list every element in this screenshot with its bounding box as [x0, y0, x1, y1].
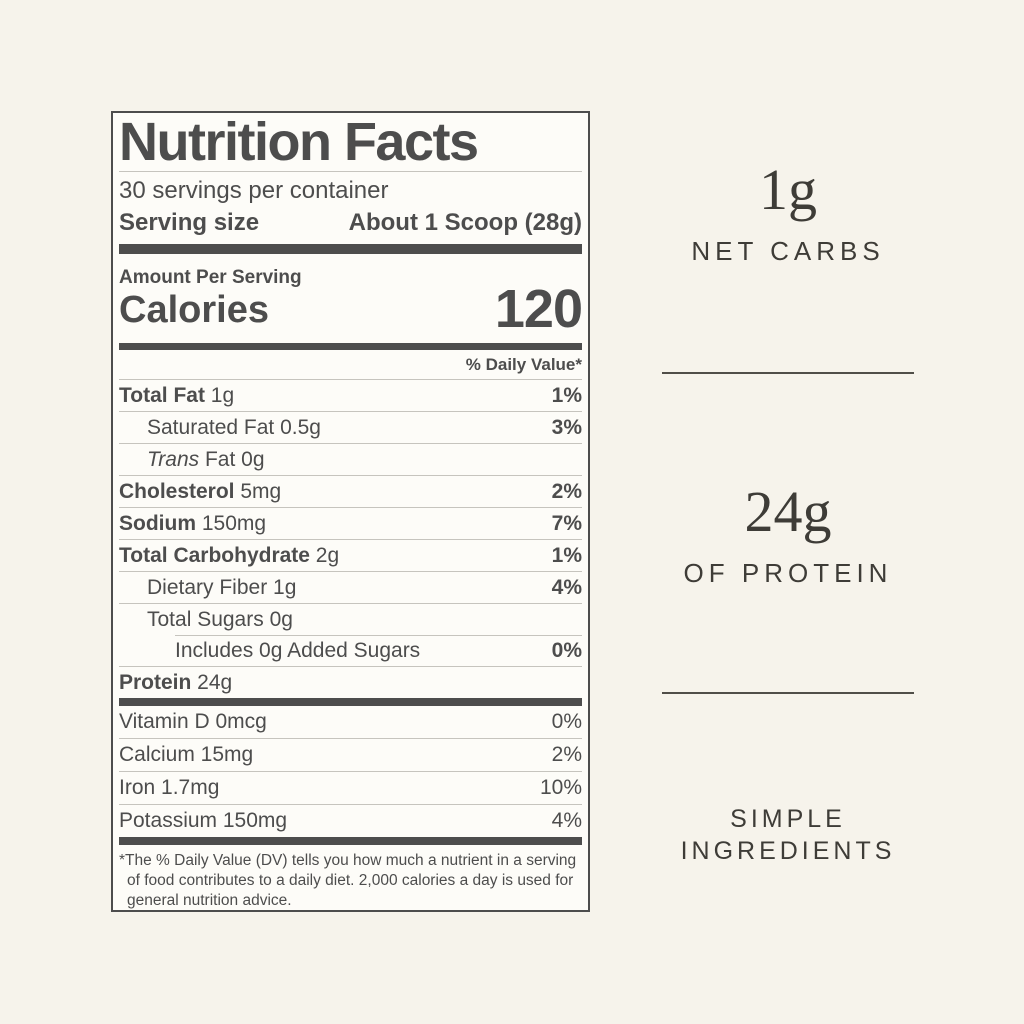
nutrient-dv: 3% — [551, 415, 582, 439]
nutrition-facts-label: Nutrition Facts 30 servings per containe… — [111, 111, 590, 912]
protein-value: 24g — [744, 479, 832, 544]
nutrient-name: Total Sugars 0g — [147, 607, 293, 631]
nutrient-dv: 0% — [551, 638, 582, 662]
nutrient-dv: 7% — [551, 511, 582, 535]
nutrient-row-protein: Protein 24g — [119, 666, 582, 698]
vitamin-name: Iron 1.7mg — [119, 776, 220, 799]
daily-value-footnote: *The % Daily Value (DV) tells you how mu… — [119, 852, 577, 909]
vitamin-dv: 10% — [539, 776, 582, 799]
nutrition-facts-title: Nutrition Facts — [119, 113, 582, 172]
nutrient-dv: 1% — [551, 543, 582, 567]
thick-rule — [119, 244, 582, 254]
serving-size-label: Serving size — [119, 209, 260, 236]
divider-line — [662, 692, 914, 694]
nutrient-name: Protein — [119, 670, 192, 694]
nutrient-amount: 2g — [309, 543, 340, 567]
vitamin-dv: 0% — [551, 710, 582, 733]
nutrient-name: Cholesterol — [119, 479, 235, 503]
nutrient-amount: 24g — [191, 670, 233, 694]
vitamin-name: Vitamin D 0mcg — [119, 710, 267, 733]
serving-size-row: Serving size About 1 Scoop (28g) — [119, 208, 582, 244]
calories-row: Calories 120 — [119, 279, 583, 339]
nutrient-row-total-fat: Total Fat 1g 1% — [119, 379, 582, 411]
calories-value: 120 — [494, 279, 583, 339]
nutrient-name: Saturated Fat 0.5g — [147, 415, 321, 439]
nutrient-row-dietary-fiber: Dietary Fiber 1g 4% — [119, 571, 582, 603]
daily-value-header: % Daily Value* — [465, 355, 582, 374]
net-carbs-label: NET CARBS — [691, 236, 885, 266]
nutrient-name-italic: Trans — [147, 447, 200, 471]
nutrient-name: Sodium — [119, 511, 196, 535]
nutrient-row-total-sugars: Total Sugars 0g — [119, 603, 582, 635]
nutrient-amount: Fat 0g — [199, 447, 265, 471]
nutrient-dv: 4% — [551, 575, 582, 599]
nutrient-row-cholesterol: Cholesterol 5mg 2% — [119, 475, 582, 507]
nutrient-row-saturated-fat: Saturated Fat 0.5g 3% — [119, 411, 582, 443]
vitamin-dv: 4% — [551, 809, 582, 832]
thick-rule — [119, 343, 582, 350]
nutrient-name: Dietary Fiber 1g — [147, 575, 297, 599]
protein-label: OF PROTEIN — [683, 558, 893, 588]
calories-label: Calories — [119, 289, 269, 331]
nutrient-amount: 1g — [204, 383, 235, 407]
nutrient-row-sodium: Sodium 150mg 7% — [119, 507, 582, 539]
nutrient-row-trans-fat: Trans Fat 0g — [119, 443, 582, 475]
nutrient-dv: 2% — [551, 479, 582, 503]
thick-rule — [119, 698, 582, 706]
nutrient-name: Includes 0g Added Sugars — [175, 638, 421, 662]
vitamin-dv: 2% — [551, 743, 582, 766]
highlights-panel: 1g NET CARBS 24g OF PROTEIN SIMPLE INGRE… — [620, 111, 956, 912]
nutrient-name: Total Fat — [119, 383, 205, 407]
vitamin-row-vitamin-d: Vitamin D 0mcg 0% — [119, 706, 582, 738]
nutrient-amount: 5mg — [234, 479, 282, 503]
net-carbs-value: 1g — [759, 157, 817, 222]
nutrient-row-added-sugars: Includes 0g Added Sugars 0% — [119, 635, 582, 666]
vitamin-row-potassium: Potassium 150mg 4% — [119, 804, 582, 837]
serving-size-value: About 1 Scoop (28g) — [348, 209, 582, 236]
nutrient-amount: 150mg — [196, 511, 267, 535]
divider-line — [662, 372, 914, 374]
nutrient-name: Total Carbohydrate — [119, 543, 310, 567]
nutrient-dv: 1% — [551, 383, 582, 407]
thick-rule — [119, 837, 582, 845]
nutrient-row-total-carbohydrate: Total Carbohydrate 2g 1% — [119, 539, 582, 571]
vitamin-name: Calcium 15mg — [119, 743, 254, 766]
amount-per-serving-label: Amount Per Serving — [119, 267, 302, 288]
vitamin-row-iron: Iron 1.7mg 10% — [119, 771, 582, 804]
vitamin-name: Potassium 150mg — [119, 809, 288, 832]
vitamin-row-calcium: Calcium 15mg 2% — [119, 738, 582, 771]
servings-per-container: 30 servings per container — [119, 177, 389, 204]
simple-ingredients-label: SIMPLE INGREDIENTS — [680, 805, 896, 865]
